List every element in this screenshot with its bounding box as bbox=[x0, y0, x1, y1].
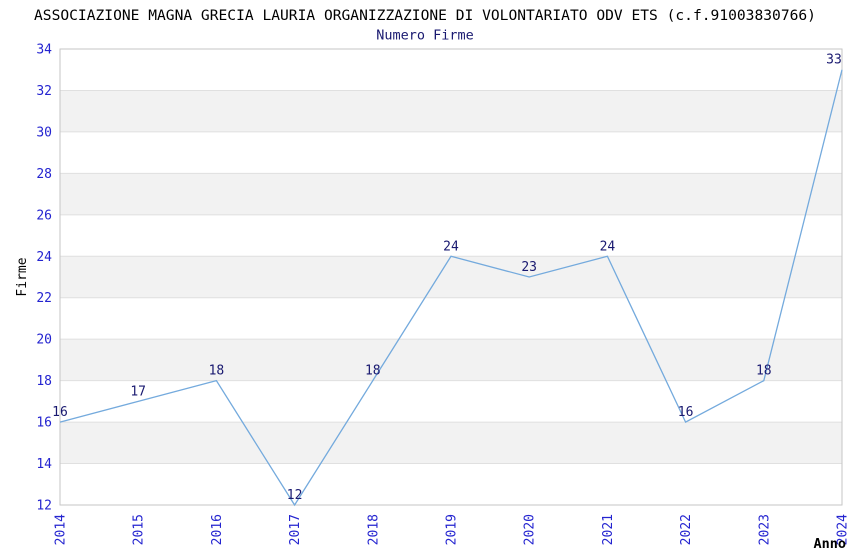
y-tick-label: 24 bbox=[36, 250, 52, 265]
band-rect bbox=[60, 173, 842, 215]
y-tick-label: 32 bbox=[36, 84, 52, 99]
y-axis-label: Firme bbox=[15, 257, 30, 296]
x-tick-label: 2015 bbox=[132, 514, 147, 545]
y-tick-label: 12 bbox=[36, 499, 52, 514]
x-tick-label: 2020 bbox=[523, 514, 538, 545]
plot-border bbox=[59, 48, 843, 506]
background-bands bbox=[60, 90, 842, 464]
point-value-label: 33 bbox=[826, 53, 842, 68]
point-value-label: 18 bbox=[209, 364, 225, 379]
x-tick-label: 2022 bbox=[679, 514, 694, 545]
point-value-label: 16 bbox=[52, 405, 68, 420]
x-tick-label: 2016 bbox=[210, 514, 225, 545]
point-value-label: 16 bbox=[678, 405, 694, 420]
band-rect bbox=[60, 256, 842, 298]
x-tick-label: 2024 bbox=[836, 514, 850, 545]
y-tick-label: 30 bbox=[36, 125, 52, 140]
y-tick-label: 14 bbox=[36, 457, 52, 472]
y-tick-label: 20 bbox=[36, 333, 52, 348]
y-axis-ticks: 12 14 16 18 20 22 24 26 28 30 32 34 bbox=[36, 43, 52, 514]
x-tick-label: 2017 bbox=[288, 514, 303, 545]
band-rect bbox=[60, 339, 842, 381]
point-value-label: 23 bbox=[521, 260, 537, 275]
point-value-label: 24 bbox=[600, 239, 616, 254]
x-axis-ticks: 2014 2015 2016 2017 2018 2019 2020 2021 2022 2023… bbox=[54, 514, 850, 545]
x-tick-label: 2019 bbox=[445, 514, 460, 545]
y-tick-label: 16 bbox=[36, 416, 52, 431]
point-value-label: 12 bbox=[287, 488, 303, 503]
point-value-label: 18 bbox=[756, 364, 772, 379]
point-value-label: 24 bbox=[443, 239, 459, 254]
band-rect bbox=[60, 422, 842, 464]
data-line-series bbox=[59, 69, 843, 507]
point-labels-group: 16 17 18 12 18 24 23 24 16 18 33 bbox=[52, 53, 842, 503]
x-tick-label: 2023 bbox=[757, 514, 772, 545]
x-tick-label: 2021 bbox=[601, 514, 616, 545]
point-value-label: 17 bbox=[130, 384, 146, 399]
y-tick-label: 26 bbox=[36, 208, 52, 223]
band-rect bbox=[60, 90, 842, 132]
x-tick-label: 2018 bbox=[366, 514, 381, 545]
y-tick-label: 18 bbox=[36, 374, 52, 389]
x-axis-label: Anno bbox=[813, 536, 846, 550]
y-tick-label: 28 bbox=[36, 167, 52, 182]
x-tick-label: 2014 bbox=[54, 514, 69, 545]
point-value-label: 18 bbox=[365, 364, 381, 379]
chart-title: ASSOCIAZIONE MAGNA GRECIA LAURIA ORGANIZ… bbox=[34, 7, 816, 24]
y-tick-label: 34 bbox=[36, 43, 52, 58]
y-tick-label: 22 bbox=[36, 291, 52, 306]
chart-subtitle: Numero Firme bbox=[376, 28, 474, 44]
